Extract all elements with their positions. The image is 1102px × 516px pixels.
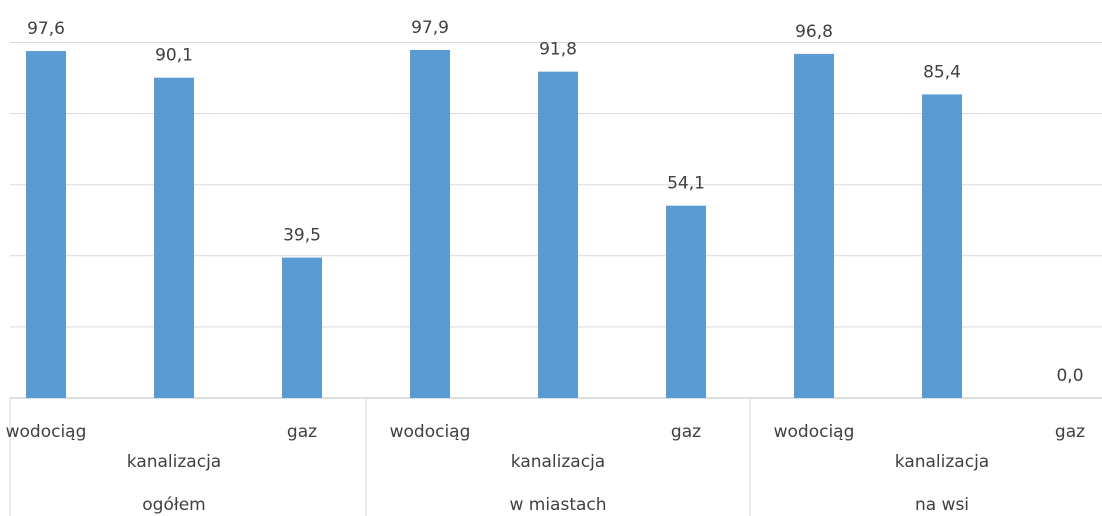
bar — [794, 53, 834, 398]
bar — [154, 77, 194, 398]
value-label: 91,8 — [539, 40, 577, 60]
value-label: 0,0 — [1056, 366, 1083, 386]
bar — [666, 205, 706, 398]
x-tick-label: kanalizacja — [895, 452, 989, 472]
x-tick-label: gaz — [1055, 422, 1085, 442]
x-tick-label: wodociąg — [6, 422, 87, 442]
value-label: 85,4 — [923, 62, 961, 82]
value-label: 97,9 — [411, 18, 449, 38]
bar — [538, 71, 578, 398]
x-tick-label: gaz — [671, 422, 701, 442]
x-tick-label: kanalizacja — [127, 452, 221, 472]
x-tick-label: kanalizacja — [511, 452, 605, 472]
x-tick-label: gaz — [287, 422, 317, 442]
bar — [922, 94, 962, 398]
group-label: ogółem — [142, 495, 205, 515]
value-label: 54,1 — [667, 174, 705, 194]
bar — [26, 51, 66, 398]
group-label: na wsi — [915, 495, 969, 515]
value-label: 39,5 — [283, 226, 321, 246]
bar — [410, 49, 450, 398]
value-label: 97,6 — [27, 19, 65, 39]
value-label: 90,1 — [155, 46, 193, 66]
x-tick-label: wodociąg — [774, 422, 855, 442]
bar — [282, 257, 322, 398]
group-label: w miastach — [509, 495, 606, 515]
value-label: 96,8 — [795, 22, 833, 42]
x-tick-label: wodociąg — [390, 422, 471, 442]
